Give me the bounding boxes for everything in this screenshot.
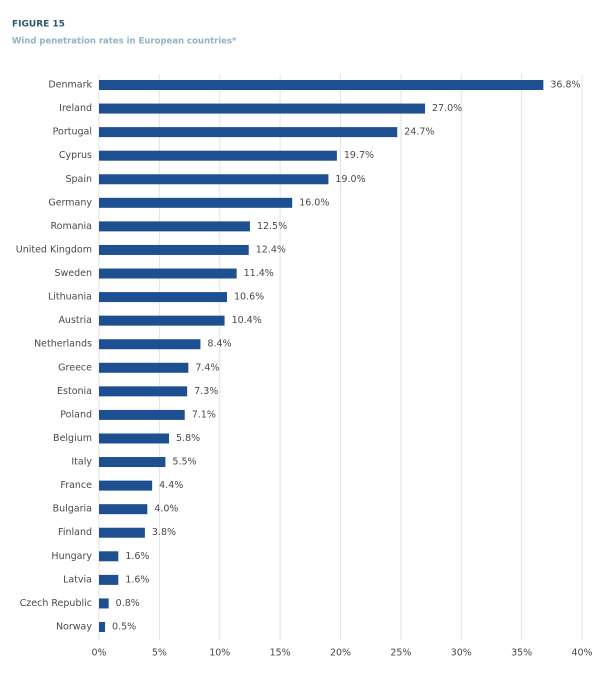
value-label: 12.5%	[257, 221, 287, 232]
bar	[99, 103, 426, 114]
bar	[99, 622, 106, 632]
bar	[99, 598, 109, 609]
y-tick-label: Denmark	[48, 80, 92, 91]
value-label: 5.5%	[172, 457, 196, 468]
bar	[99, 504, 148, 515]
y-tick-label: Bulgaria	[53, 504, 92, 515]
bar	[99, 80, 544, 90]
value-label: 10.4%	[232, 315, 262, 326]
value-label: 4.0%	[154, 504, 178, 515]
bar	[99, 362, 189, 373]
y-tick-label: Spain	[65, 174, 92, 185]
value-label: 1.6%	[125, 574, 149, 585]
bar	[99, 244, 249, 255]
value-label: 19.7%	[344, 150, 374, 161]
bar	[99, 480, 153, 491]
bar	[99, 409, 185, 420]
chart-subtitle: Wind penetration rates in European count…	[12, 37, 237, 47]
value-label: 0.5%	[112, 622, 136, 633]
value-label: 11.4%	[244, 268, 274, 279]
value-label: 12.4%	[256, 244, 286, 255]
bar	[99, 221, 250, 232]
x-tick-label: 25%	[390, 648, 411, 659]
bar	[99, 433, 170, 444]
value-label: 24.7%	[404, 127, 434, 138]
bar	[99, 197, 293, 208]
bar	[99, 150, 337, 161]
bar	[99, 386, 188, 397]
bar	[99, 527, 145, 538]
chart-title: FIGURE 15	[12, 20, 65, 30]
x-tick-label: 10%	[209, 648, 230, 659]
bar	[99, 268, 237, 279]
bar	[99, 292, 227, 303]
x-tick-label: 0%	[91, 648, 106, 659]
bar	[99, 127, 398, 138]
y-tick-label: Germany	[48, 197, 92, 208]
y-tick-label: Norway	[56, 622, 92, 633]
x-tick-label: 40%	[571, 648, 592, 659]
x-tick-label: 20%	[330, 648, 351, 659]
bar	[99, 574, 119, 585]
y-tick-label: Romania	[50, 221, 92, 232]
bar	[99, 457, 166, 468]
y-tick-label: Estonia	[57, 386, 92, 397]
value-label: 27.0%	[432, 103, 462, 114]
y-tick-label: Italy	[71, 457, 92, 468]
value-label: 19.0%	[335, 174, 365, 185]
bar	[99, 339, 201, 350]
y-tick-label: Belgium	[53, 433, 92, 444]
x-tick-label: 5%	[152, 648, 167, 659]
x-tick-label: 35%	[511, 648, 532, 659]
y-tick-label: Czech Republic	[20, 598, 92, 609]
value-label: 1.6%	[125, 551, 149, 562]
y-tick-label: Finland	[58, 527, 92, 538]
value-label: 7.1%	[192, 409, 216, 420]
value-label: 3.8%	[152, 527, 176, 538]
y-tick-label: Austria	[58, 315, 92, 326]
y-tick-label: Hungary	[51, 551, 92, 562]
y-tick-label: United Kingdom	[16, 244, 92, 255]
y-tick-label: Cyprus	[59, 150, 92, 161]
y-tick-label: France	[60, 480, 92, 491]
x-tick-label: 30%	[451, 648, 472, 659]
value-label: 16.0%	[299, 197, 329, 208]
y-tick-label: Greece	[58, 362, 92, 373]
y-tick-label: Poland	[60, 409, 92, 420]
value-label: 10.6%	[234, 292, 264, 303]
y-tick-label: Lithuania	[48, 292, 92, 303]
value-label: 0.8%	[116, 598, 140, 609]
bar	[99, 551, 119, 562]
bar	[99, 315, 225, 326]
y-tick-label: Ireland	[59, 103, 92, 114]
value-label: 7.3%	[194, 386, 218, 397]
value-label: 7.4%	[195, 362, 219, 373]
value-label: 4.4%	[159, 480, 183, 491]
bar	[99, 174, 329, 185]
y-tick-label: Netherlands	[34, 339, 92, 350]
x-tick-label: 15%	[270, 648, 291, 659]
y-tick-label: Latvia	[63, 574, 92, 585]
value-label: 5.8%	[176, 433, 200, 444]
value-label: 8.4%	[207, 339, 231, 350]
y-tick-label: Portugal	[53, 127, 92, 138]
y-tick-label: Sweden	[54, 268, 92, 279]
value-label: 36.8%	[550, 80, 580, 91]
